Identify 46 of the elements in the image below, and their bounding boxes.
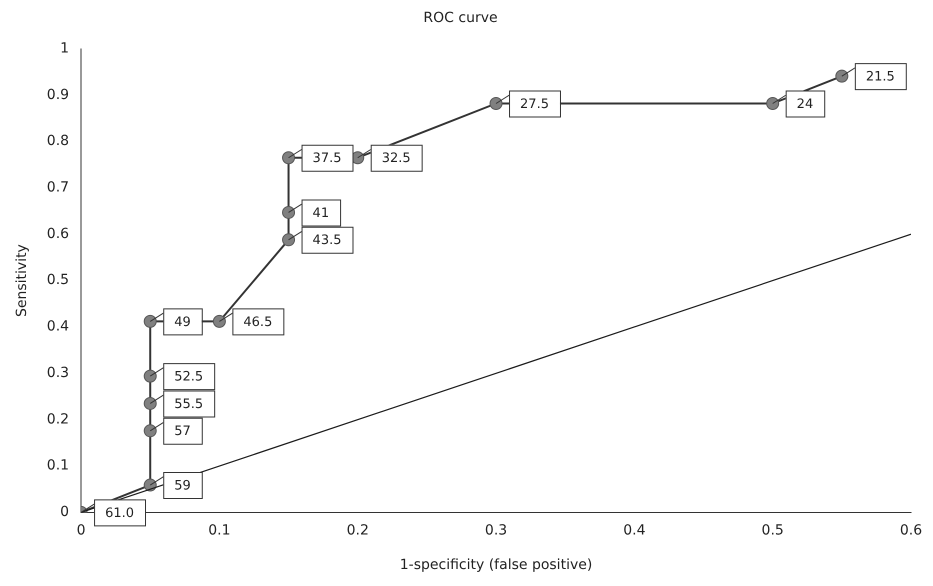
point [144, 314, 157, 328]
x-tick-label: 0.2 [346, 522, 369, 538]
y-tick-label: 0.2 [46, 411, 70, 428]
y-tick-label: 1 [60, 40, 70, 56]
annotation: 61.0 [105, 506, 134, 521]
x-tick-label: 0.5 [762, 522, 784, 538]
annotation: 21.5 [866, 70, 895, 85]
point [490, 97, 503, 110]
annotation: 52.5 [174, 369, 204, 384]
x-tick-label: 0.1 [208, 522, 231, 538]
y-tick-label: 0.7 [46, 180, 70, 196]
annotation: 37.5 [312, 151, 342, 166]
annotation: 57 [174, 424, 191, 440]
y-tick-label: 0.6 [46, 226, 70, 242]
point [144, 396, 157, 410]
x-tick-label: 0.6 [900, 522, 922, 538]
annotation: 59 [174, 478, 191, 494]
annotation: 32.5 [382, 151, 411, 166]
point [835, 70, 848, 83]
x-tick-label: 0.3 [484, 522, 508, 538]
annotation: 24 [796, 96, 814, 112]
x-tick-label: 0 [76, 522, 86, 538]
point [212, 314, 226, 328]
point [282, 233, 296, 246]
y-tick-label: 0.4 [46, 318, 70, 335]
y-axis-title: Sensitivity [14, 244, 30, 318]
point [282, 206, 296, 219]
y-tick-label: 0 [60, 504, 70, 520]
point [144, 370, 157, 383]
annotation: 46.5 [243, 314, 272, 330]
annotation: 49 [174, 314, 191, 330]
annotation: 41 [312, 206, 330, 221]
x-axis-title: 1-specificity (false positive) [400, 557, 592, 574]
annotation: 27.5 [520, 96, 549, 112]
annotation: 43.5 [312, 233, 342, 248]
x-tick-label: 0.4 [623, 522, 646, 538]
point [282, 151, 296, 164]
point [144, 424, 157, 438]
annotation: 55.5 [174, 396, 204, 412]
y-tick-label: 0.1 [46, 458, 70, 474]
y-tick-label: 0.3 [46, 364, 70, 381]
y-tick-label: 0.9 [46, 86, 70, 103]
point [766, 97, 780, 110]
y-tick-label: 0.5 [46, 272, 70, 288]
y-tick-label: 0.8 [46, 133, 70, 150]
chart-title: ROC curve [423, 10, 498, 26]
